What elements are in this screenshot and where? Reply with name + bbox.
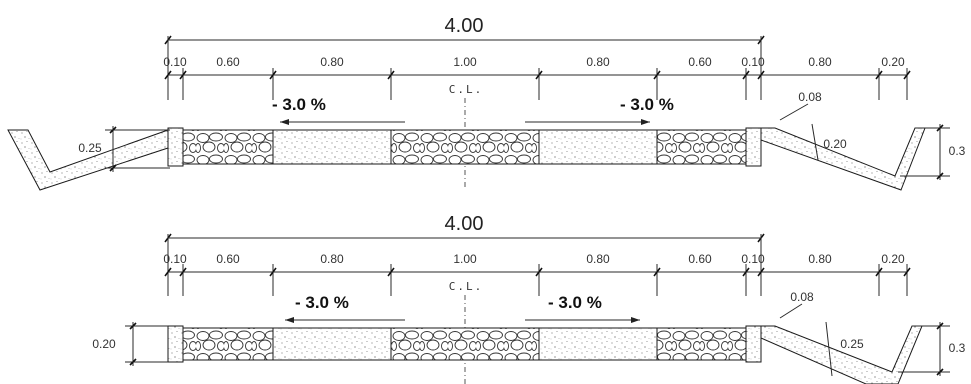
extension-lines: [167, 234, 908, 296]
outer-dim-label: 0.3: [949, 144, 966, 158]
centerline-label: C.L.: [449, 83, 484, 96]
curb-right: [745, 325, 762, 363]
outer-dim-label: 0.3: [949, 341, 966, 355]
dim-label: 1.00: [453, 55, 477, 69]
dim-label: 0.80: [586, 252, 610, 266]
dim-label: 0.80: [586, 55, 610, 69]
dim-label: 0.80: [320, 252, 344, 266]
stone-band: [656, 327, 747, 361]
slope-left-label: - 3.0 %: [272, 95, 326, 114]
stone-band: [390, 129, 540, 165]
curb-left: [167, 127, 184, 167]
arrowhead: [631, 317, 640, 323]
arrowhead: [285, 317, 294, 323]
dim-label: 0.60: [688, 252, 712, 266]
dim-label: 0.10: [163, 55, 187, 69]
dim-label: 0.20: [881, 55, 905, 69]
slope-left-label: - 3.0 %: [295, 293, 349, 312]
side-dim-label: 0.25: [78, 141, 102, 155]
sub-dim-ticks: [164, 70, 911, 80]
dim-label: 0.10: [741, 252, 765, 266]
sub-dim-ticks: [164, 267, 911, 277]
inner-dim-line: [811, 123, 819, 161]
dim-label: 1.00: [453, 252, 477, 266]
extension-lines: [167, 36, 908, 100]
leader-line: [779, 103, 809, 121]
curb-right: [745, 127, 762, 167]
dim-label: 0.60: [216, 252, 240, 266]
slope-right-label: - 3.0 %: [548, 293, 602, 312]
stone-band: [656, 129, 747, 165]
inner-dim-line: [825, 321, 833, 377]
dim-label: 0.10: [163, 252, 187, 266]
dim-label: 0.60: [688, 55, 712, 69]
total-width-label: 4.00: [445, 15, 484, 37]
dim-label: 0.60: [216, 55, 240, 69]
inner-dim-label: 0.20: [823, 137, 847, 151]
total-width-label: 4.00: [445, 213, 484, 235]
dim-label: 0.80: [320, 55, 344, 69]
centerline-label: C.L.: [449, 280, 484, 293]
inner-dim-label: 0.25: [840, 337, 864, 351]
concrete-band: [272, 327, 392, 361]
dim-label: 0.80: [808, 252, 832, 266]
arrowhead: [641, 119, 650, 125]
slope-right-label: - 3.0 %: [620, 95, 674, 114]
section-1: 4.00 0.10 0.60: [7, 15, 966, 191]
dim-label: 0.20: [881, 252, 905, 266]
right-ditch: [760, 325, 923, 384]
small-dim-label: 0.08: [790, 290, 814, 304]
dim-label: 0.10: [741, 55, 765, 69]
leader-line: [779, 303, 803, 319]
concrete-band: [538, 327, 658, 361]
curb-left: [167, 325, 184, 363]
side-dim-label: 0.20: [92, 337, 116, 351]
stone-band: [182, 327, 274, 361]
stone-band: [182, 129, 274, 165]
left-ditch: [7, 129, 169, 191]
dim-label: 0.80: [808, 55, 832, 69]
concrete-band: [538, 129, 658, 165]
small-dim-label: 0.08: [798, 90, 822, 104]
section-2: 4.00 0.10 0.60 0.80: [92, 213, 966, 384]
concrete-band: [272, 129, 392, 165]
arrowhead: [280, 119, 289, 125]
stone-band: [390, 327, 540, 361]
